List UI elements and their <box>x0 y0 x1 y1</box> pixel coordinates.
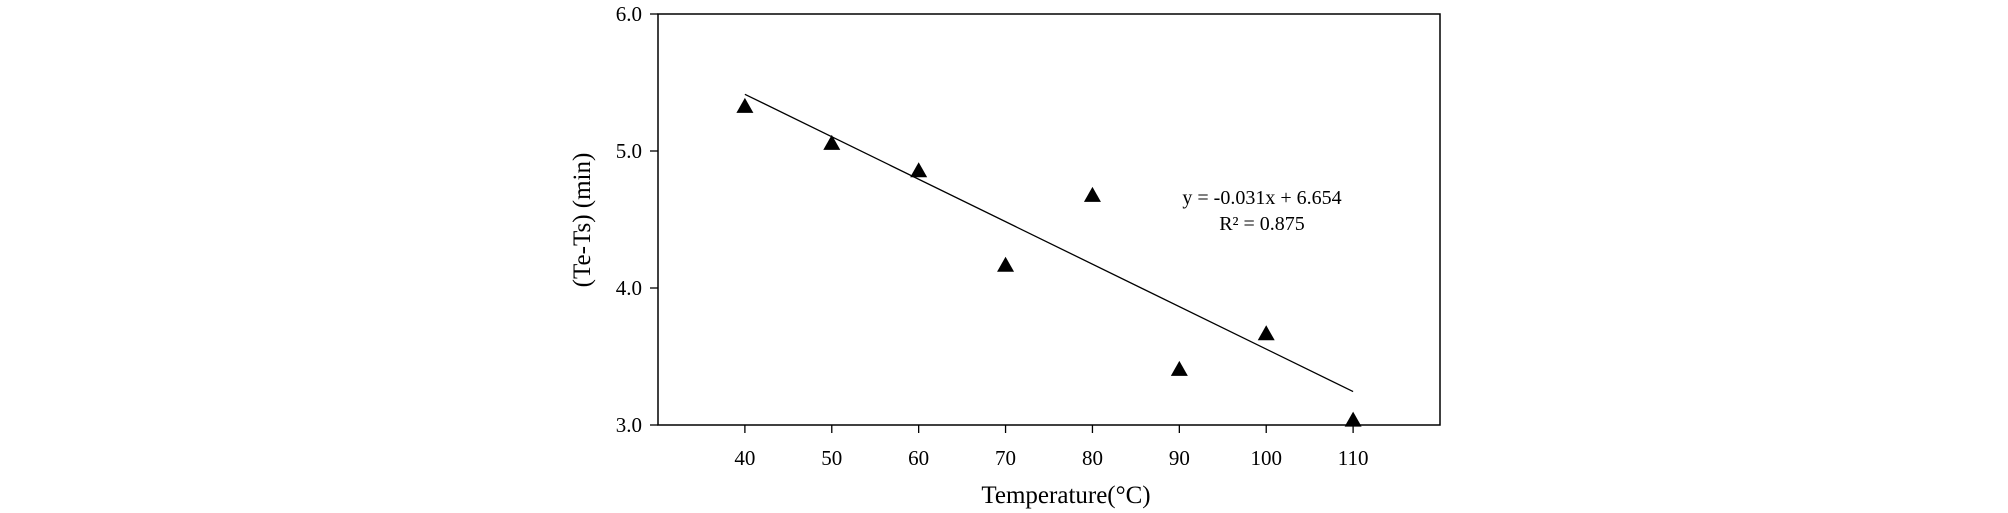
trendline-equation: y = -0.031x + 6.654 <box>1182 187 1341 209</box>
data-point-triangle <box>1344 411 1362 427</box>
x-tick-label: 60 <box>908 446 929 470</box>
y-axis-ticks: 3.0 4.0 5.0 6.0 <box>616 2 658 437</box>
x-tick-label: 80 <box>1082 446 1103 470</box>
data-point-triangle <box>1257 325 1275 341</box>
x-tick-label: 40 <box>734 446 755 470</box>
y-tick-label: 6.0 <box>616 2 642 26</box>
x-axis-title: Temperature(°C) <box>981 482 1150 509</box>
x-tick-label: 90 <box>1169 446 1190 470</box>
data-point-triangle <box>997 256 1015 272</box>
plot-area <box>657 13 1441 426</box>
y-tick-label: 4.0 <box>616 276 642 300</box>
trendline-r2: R² = 0.875 <box>1219 213 1305 235</box>
y-tick-label: 3.0 <box>616 413 642 437</box>
x-tick-label: 70 <box>995 446 1016 470</box>
data-point-triangle <box>910 162 928 178</box>
data-point-triangle <box>736 97 754 113</box>
data-point-triangle <box>1170 360 1188 376</box>
x-tick-label: 50 <box>821 446 842 470</box>
y-axis-title: (Te-Ts) (min) <box>569 153 596 288</box>
trendline <box>744 93 1354 393</box>
y-tick-label: 5.0 <box>616 139 642 163</box>
x-tick-label: 100 <box>1250 446 1282 470</box>
x-tick-label: 110 <box>1338 446 1369 470</box>
data-point-triangle <box>1083 186 1101 202</box>
data-points <box>736 97 1362 427</box>
data-point-triangle <box>823 134 841 150</box>
x-axis-ticks: 40 50 60 70 80 90 100 110 <box>734 425 1368 470</box>
